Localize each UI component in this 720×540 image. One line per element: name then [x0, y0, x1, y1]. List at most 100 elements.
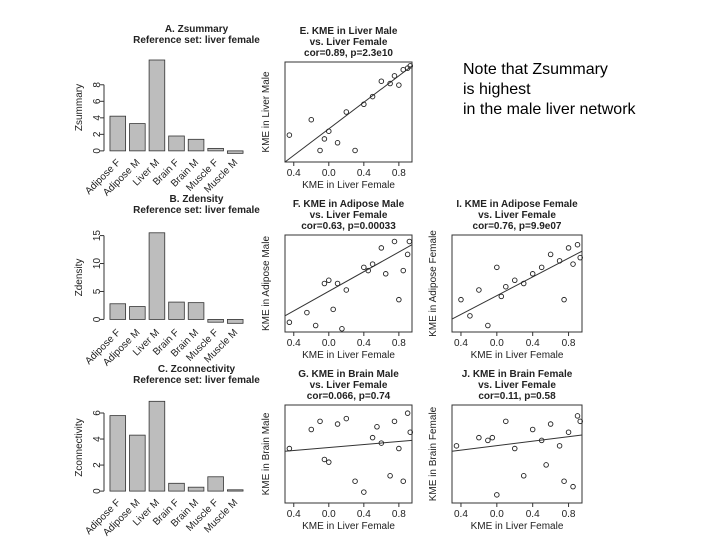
point — [453, 443, 460, 449]
point — [407, 429, 413, 435]
y-axis-label: KME in Brain Female — [428, 406, 439, 501]
note-line: in the male liver network — [463, 101, 636, 118]
fit-line — [284, 65, 413, 163]
x-axis-label: KME in Liver Female — [302, 350, 395, 361]
point — [391, 73, 398, 79]
y-tick-label: 2 — [92, 462, 103, 468]
y-axis-label: Zdensity — [74, 259, 85, 297]
panel-title: A. Zsummary — [165, 24, 229, 35]
bar — [207, 476, 224, 492]
bar — [226, 319, 244, 324]
x-tick-label: 0.4 — [287, 168, 301, 179]
y-tick-label: 6 — [92, 98, 103, 104]
point — [476, 434, 482, 441]
x-tick-label: 0.8 — [562, 509, 576, 520]
y-tick-label: 0 — [92, 148, 103, 154]
plot-frame — [451, 234, 583, 333]
x-tick-label: 0.4 — [357, 168, 371, 179]
y-axis-label: KME in Adipose Female — [428, 230, 439, 337]
point — [570, 483, 576, 490]
panel-subtitle: vs. Liver Female — [478, 380, 556, 391]
point — [503, 283, 509, 290]
point — [286, 445, 293, 452]
point — [529, 426, 536, 433]
plot-frame — [284, 404, 413, 504]
point — [317, 418, 323, 425]
x-tick-label: 0.4 — [526, 509, 540, 520]
note: Note that Zsummary is highest in the mal… — [463, 60, 636, 120]
x-tick-label: 0.4 — [454, 509, 468, 520]
x-tick-label: 0.8 — [392, 338, 406, 349]
point — [321, 280, 328, 287]
x-tick-label: 0.0 — [322, 338, 336, 349]
plot-frame — [451, 404, 583, 504]
point — [321, 136, 328, 142]
point — [547, 421, 554, 427]
y-tick-label: 5 — [92, 288, 103, 294]
panel-title: E. KME in Liver Male — [300, 26, 398, 37]
point — [334, 421, 341, 427]
point — [407, 63, 413, 69]
plot-frame — [284, 234, 413, 333]
panel-subtitle: vs. Liver Female — [478, 210, 556, 221]
point — [512, 277, 518, 284]
bar — [129, 306, 146, 320]
point — [378, 245, 385, 251]
point — [458, 296, 464, 303]
point — [361, 264, 367, 271]
point — [343, 415, 350, 422]
fit-line — [451, 250, 583, 320]
panel-title: B. Zdensity — [170, 194, 224, 205]
plot-frame — [284, 61, 413, 163]
bar — [226, 489, 244, 492]
point — [374, 424, 380, 430]
point — [326, 128, 332, 134]
note-line: is highest — [463, 81, 531, 98]
point — [561, 296, 567, 303]
panel-annotation: cor=0.76, p=9.9e07 — [473, 221, 562, 232]
point — [512, 445, 518, 452]
y-axis-label: KME in Brain Male — [261, 412, 272, 495]
y-axis-label: Zsummary — [74, 84, 85, 131]
panel-annotation: cor=0.066, p=0.74 — [307, 391, 391, 402]
point — [312, 322, 319, 329]
point — [498, 293, 505, 300]
point — [520, 280, 527, 287]
point — [485, 437, 491, 444]
x-tick-label: 0.0 — [490, 509, 504, 520]
point — [361, 101, 367, 108]
point — [489, 434, 496, 441]
point — [404, 251, 411, 258]
panel-subtitle: Reference set: liver female — [133, 35, 260, 46]
y-tick-label: 4 — [92, 436, 103, 442]
y-tick-label: 6 — [92, 410, 103, 416]
x-tick-label: 0.0 — [322, 509, 336, 520]
point — [538, 437, 545, 444]
x-tick-label: 0.4 — [454, 338, 468, 349]
x-axis-label: KME in Liver Female — [471, 521, 564, 532]
point — [369, 261, 376, 267]
x-tick-label: 0.4 — [357, 338, 371, 349]
x-tick-label: 0.4 — [287, 509, 301, 520]
panel-subtitle: Reference set: liver female — [133, 375, 260, 386]
x-axis-label: KME in Liver Female — [471, 350, 564, 361]
point — [396, 296, 402, 303]
point — [565, 429, 572, 435]
point — [286, 319, 293, 326]
point — [334, 280, 341, 287]
point — [391, 238, 398, 245]
point — [574, 413, 581, 419]
point — [387, 80, 393, 87]
bar — [148, 400, 166, 492]
point — [561, 478, 567, 484]
panel-subtitle: vs. Liver Female — [310, 37, 388, 48]
point — [334, 140, 341, 146]
panel-subtitle: Reference set: liver female — [133, 205, 260, 216]
point — [382, 271, 389, 277]
panel-title: J. KME in Brain Female — [462, 369, 573, 380]
point — [547, 251, 554, 258]
panel-subtitle: vs. Liver Female — [310, 210, 388, 221]
panel-annotation: cor=0.89, p=2.3e10 — [304, 48, 393, 59]
